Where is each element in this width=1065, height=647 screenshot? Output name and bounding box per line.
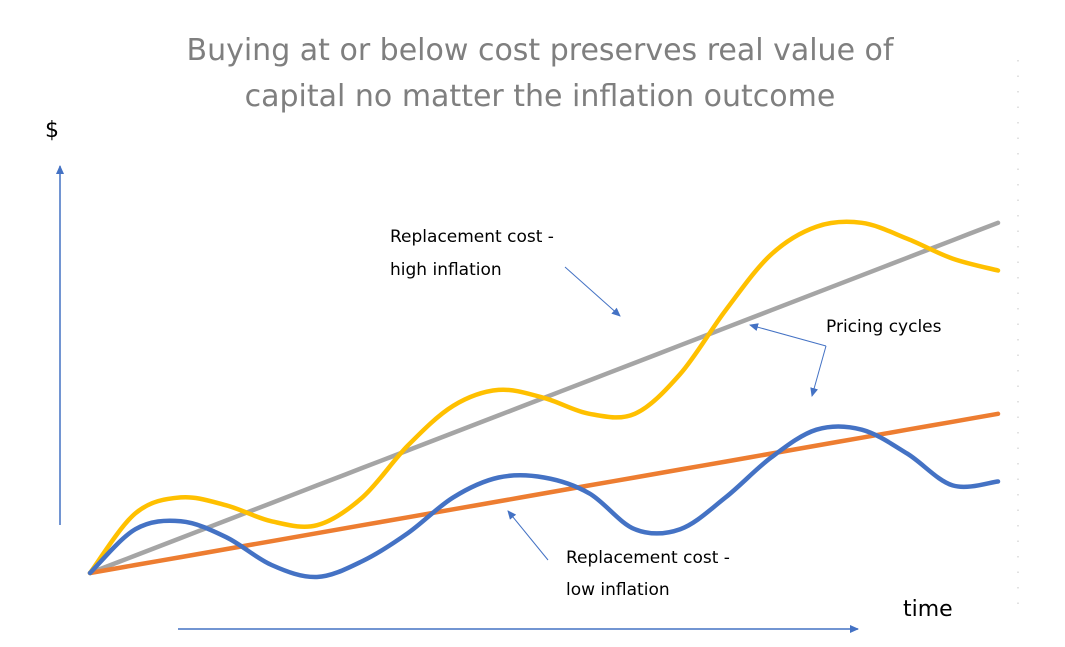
annotation-pricing-cycles-arrow-2	[810, 345, 827, 397]
annotation-pricing-cycles-label: Pricing cycles	[826, 317, 942, 337]
annotation-pricing-cycles: Pricing cycles	[749, 317, 942, 397]
chart-title-line-2: capital no matter the inflation outcome	[244, 79, 836, 114]
annotation-low-inflation: Replacement cost - low inflation	[507, 510, 730, 600]
annotation-high-inflation-line-2: high inflation	[390, 260, 502, 280]
annotation-high-inflation-arrow	[564, 266, 621, 317]
annotation-low-inflation-line-1: Replacement cost -	[566, 548, 730, 568]
annotation-low-inflation-arrow	[507, 510, 549, 561]
series-line-4	[87, 424, 1001, 580]
series-line-2	[87, 411, 1001, 576]
annotation-low-inflation-line-2: low inflation	[566, 580, 670, 600]
chart-title: Buying at or below cost preserves real v…	[110, 28, 970, 120]
annotation-high-inflation-line-1: Replacement cost -	[390, 227, 554, 247]
y-axis-label: $	[45, 118, 59, 143]
chart-title-line-1: Buying at or below cost preserves real v…	[186, 33, 894, 68]
x-axis-label: time	[903, 597, 953, 622]
annotation-pricing-cycles-arrow-1	[749, 323, 827, 347]
series-layer	[87, 219, 1001, 580]
series-line-3	[87, 219, 1001, 576]
annotation-high-inflation: Replacement cost - high inflation	[390, 227, 621, 317]
